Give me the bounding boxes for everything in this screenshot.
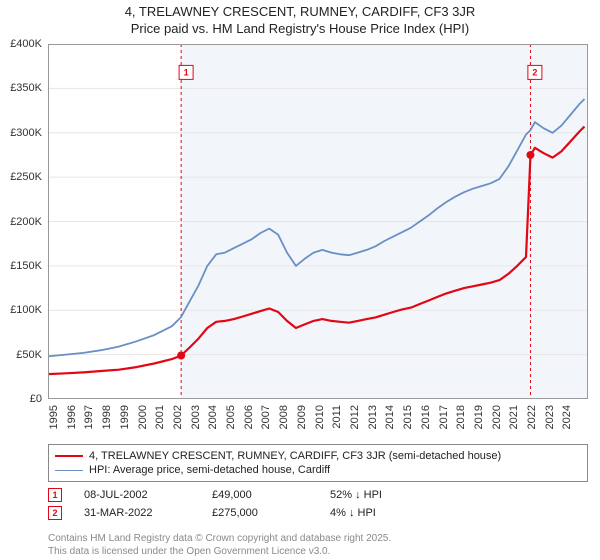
y-tick-label: £0: [30, 393, 42, 405]
legend-label: 4, TRELAWNEY CRESCENT, RUMNEY, CARDIFF, …: [89, 450, 501, 462]
x-tick-label: 2020: [491, 405, 503, 429]
x-tick-label: 2003: [190, 405, 202, 429]
x-tick-label: 2006: [243, 405, 255, 429]
footer-attribution: Contains HM Land Registry data © Crown c…: [48, 533, 391, 558]
x-tick-label: 1995: [48, 405, 60, 429]
sale-row: 1 08-JUL-2002 £49,000 52% ↓ HPI: [48, 486, 588, 504]
y-tick-label: £50K: [16, 349, 42, 361]
y-tick-label: £200K: [10, 216, 42, 228]
x-tick-label: 2019: [473, 405, 485, 429]
svg-text:1: 1: [184, 67, 189, 77]
chart-title-block: 4, TRELAWNEY CRESCENT, RUMNEY, CARDIFF, …: [0, 0, 600, 38]
plot-svg: 12: [48, 44, 588, 399]
x-tick-label: 2013: [367, 405, 379, 429]
legend-swatch: [55, 455, 83, 457]
sale-delta: 4% ↓ HPI: [330, 507, 490, 519]
x-tick-label: 2022: [526, 405, 538, 429]
x-tick-label: 2012: [349, 405, 361, 429]
footer-line-1: Contains HM Land Registry data © Crown c…: [48, 533, 391, 546]
y-tick-label: £250K: [10, 171, 42, 183]
x-tick-label: 2015: [402, 405, 414, 429]
plot-area: 12: [48, 44, 588, 399]
y-tick-label: £150K: [10, 260, 42, 272]
x-tick-label: 2002: [172, 405, 184, 429]
sale-date: 08-JUL-2002: [84, 489, 204, 501]
x-tick-label: 2010: [314, 405, 326, 429]
x-tick-label: 2007: [260, 405, 272, 429]
legend-row: HPI: Average price, semi-detached house,…: [55, 463, 581, 477]
sale-date: 31-MAR-2022: [84, 507, 204, 519]
svg-text:2: 2: [532, 67, 537, 77]
y-tick-label: £300K: [10, 127, 42, 139]
x-tick-label: 2005: [225, 405, 237, 429]
x-tick-label: 2009: [296, 405, 308, 429]
x-axis-ticks: 1995 1996 1997 1998 1999 2000 2001 2002 2003 2004…: [48, 401, 588, 441]
sale-row: 2 31-MAR-2022 £275,000 4% ↓ HPI: [48, 504, 588, 522]
x-tick-label: 2023: [544, 405, 556, 429]
x-tick-label: 2016: [420, 405, 432, 429]
legend-swatch: [55, 470, 83, 471]
x-tick-label: 2008: [278, 405, 290, 429]
x-tick-label: 2021: [508, 405, 520, 429]
legend-box: 4, TRELAWNEY CRESCENT, RUMNEY, CARDIFF, …: [48, 444, 588, 482]
y-tick-label: £350K: [10, 82, 42, 94]
x-tick-label: 2018: [455, 405, 467, 429]
x-tick-label: 2000: [137, 405, 149, 429]
sales-table: 1 08-JUL-2002 £49,000 52% ↓ HPI 2 31-MAR-2022…: [48, 486, 588, 522]
sale-marker-icon: 2: [48, 506, 62, 520]
x-tick-label: 2024: [561, 405, 573, 429]
legend-row: 4, TRELAWNEY CRESCENT, RUMNEY, CARDIFF, …: [55, 449, 581, 463]
sale-marker-icon: 1: [48, 488, 62, 502]
y-tick-label: £100K: [10, 304, 42, 316]
x-tick-label: 2017: [438, 405, 450, 429]
x-tick-label: 1998: [101, 405, 113, 429]
footer-line-2: This data is licensed under the Open Gov…: [48, 546, 391, 559]
title-line-2: Price paid vs. HM Land Registry's House …: [0, 21, 600, 38]
x-tick-label: 2004: [207, 405, 219, 429]
title-line-1: 4, TRELAWNEY CRESCENT, RUMNEY, CARDIFF, …: [0, 4, 600, 21]
chart-container: 4, TRELAWNEY CRESCENT, RUMNEY, CARDIFF, …: [0, 0, 600, 560]
x-tick-label: 2001: [154, 405, 166, 429]
sale-price: £49,000: [212, 489, 322, 501]
sale-delta: 52% ↓ HPI: [330, 489, 490, 501]
x-tick-label: 1997: [83, 405, 95, 429]
x-tick-label: 1996: [66, 405, 78, 429]
x-tick-label: 2011: [331, 405, 343, 429]
y-tick-label: £400K: [10, 38, 42, 50]
legend-label: HPI: Average price, semi-detached house,…: [89, 464, 330, 476]
x-tick-label: 1999: [119, 405, 131, 429]
x-tick-label: 2014: [384, 405, 396, 429]
sale-price: £275,000: [212, 507, 322, 519]
y-axis-ticks: £0£50K£100K£150K£200K£250K£300K£350K£400…: [0, 44, 46, 399]
